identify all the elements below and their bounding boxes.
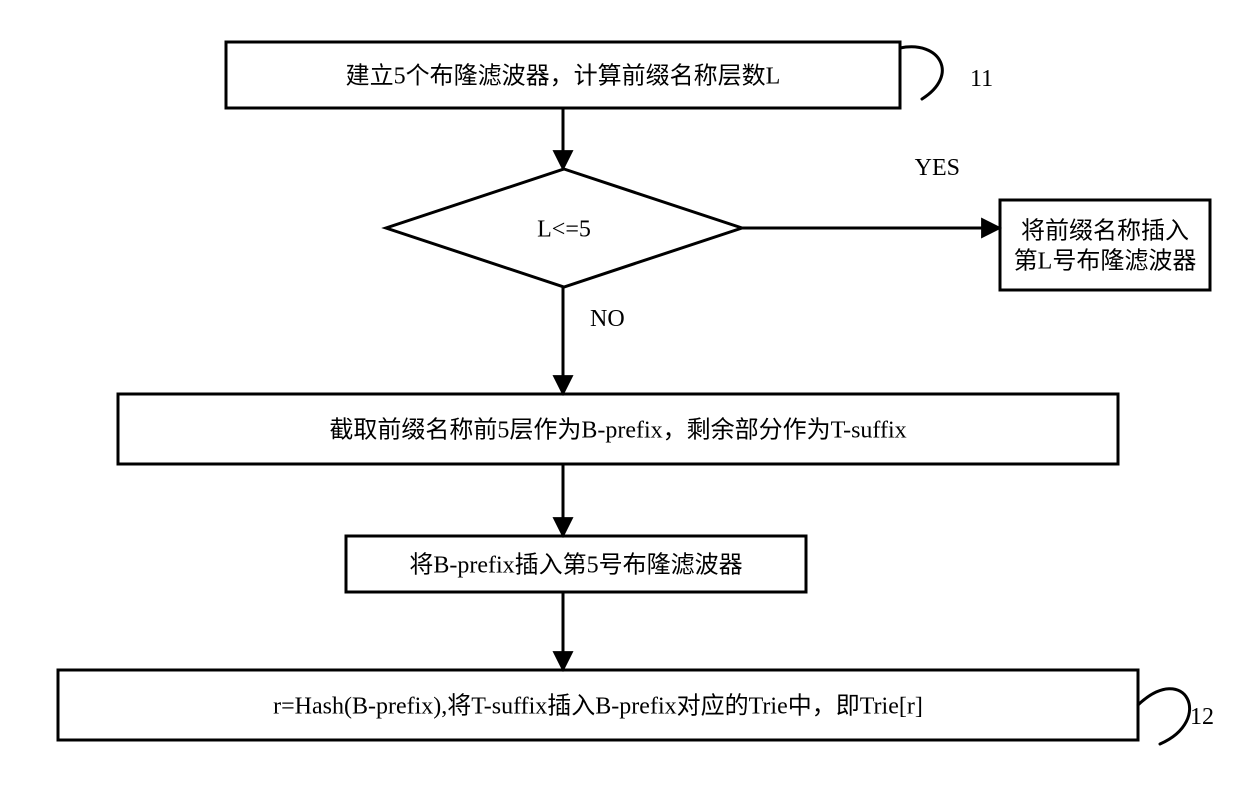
step1-label: 建立5个布隆滤波器，计算前缀名称层数L: [346, 62, 781, 89]
anno2-hook: [1138, 689, 1190, 744]
yes_lbl-label: YES: [915, 155, 960, 181]
yesbox-label: 将前缀名称插入第L号布隆滤波器: [1014, 217, 1197, 274]
anno1-hook: [900, 47, 942, 99]
yesbox-box: [1000, 200, 1210, 290]
no_lbl-label: NO: [590, 306, 625, 332]
flowchart-canvas: 建立5个布隆滤波器，计算前缀名称层数L L<=5 将前缀名称插入第L号布隆滤波器截取…: [0, 0, 1240, 787]
step4-label: r=Hash(B-prefix),将T-suffix插入B-prefix对应的T…: [273, 692, 923, 719]
decision-label: L<=5: [537, 216, 591, 242]
step2-label: 截取前缀名称前5层作为B-prefix，剩余部分作为T-suffix: [329, 416, 906, 443]
anno1-label: 11: [970, 66, 993, 92]
anno2-label: 12: [1190, 704, 1214, 730]
step3-label: 将B-prefix插入第5号布隆滤波器: [409, 551, 742, 578]
